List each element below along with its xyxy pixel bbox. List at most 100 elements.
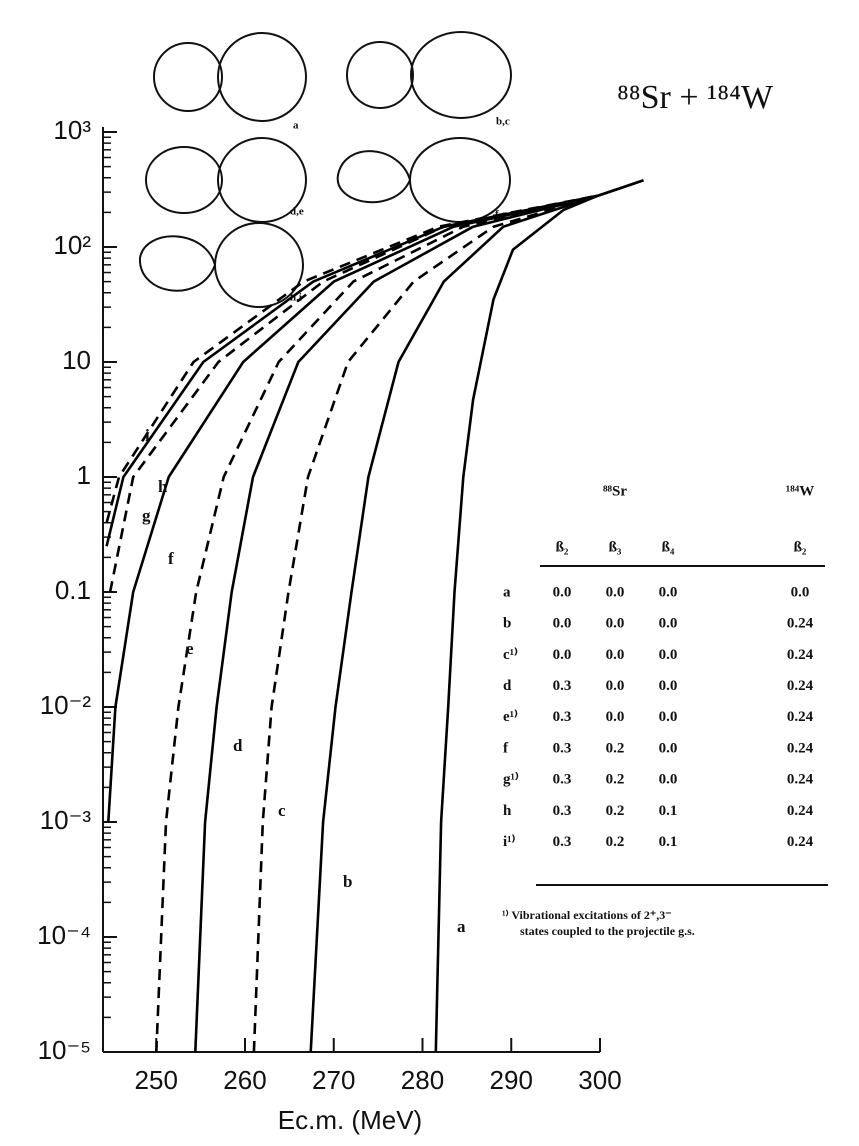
table-cell: 0.0 (659, 772, 678, 788)
nucleus (217, 32, 307, 122)
x-tick-label: 280 (401, 1065, 444, 1095)
table-cell: 0.24 (787, 678, 814, 694)
table-cell: 0.2 (606, 740, 625, 756)
table-cell: 0.24 (787, 616, 814, 632)
curve (309, 179, 644, 1053)
curve (194, 194, 599, 1053)
table-cell: 0.3 (553, 834, 572, 850)
footnote: ¹⁾ Vibrational excitations of 2⁺,3⁻ (502, 908, 672, 922)
footnote: states coupled to the projectile g.s. (520, 924, 695, 938)
y-tick-label: 1 (77, 460, 91, 490)
table-cell: 0.0 (606, 647, 625, 663)
curve-label: c (278, 801, 286, 820)
table-cell: 0.0 (553, 616, 572, 632)
curve-label: d (233, 736, 243, 755)
shape-diagrams: a b,c d,e f,g h,i (138, 31, 512, 308)
table-cell: 0.0 (659, 678, 678, 694)
table-cell: 0.1 (659, 834, 678, 850)
table-cell: 0.0 (606, 584, 625, 600)
table-cell: 0.0 (553, 584, 572, 600)
nucleus (153, 42, 223, 112)
curve (105, 194, 599, 547)
table-cell: 0.24 (787, 647, 814, 663)
table-cell: 0.0 (659, 740, 678, 756)
shape-label: a (293, 120, 299, 132)
curve-label: f (168, 549, 174, 568)
table-cell: 0.0 (791, 584, 810, 600)
x-axis-label: Ec.m. (MeV) (278, 1105, 422, 1135)
table-cell: 0.0 (659, 647, 678, 663)
table-header: ß₄ (662, 539, 675, 555)
y-tick-label: 10² (53, 230, 91, 260)
curve-label: h (158, 477, 168, 496)
table-cell: 0.3 (553, 772, 572, 788)
nucleus (145, 146, 223, 214)
table-cell: 0.3 (553, 803, 572, 819)
y-tick-label: 10³ (53, 115, 91, 145)
x-tick-label: 270 (312, 1065, 355, 1095)
table-row-label: h (503, 803, 512, 819)
table-cell: 0.24 (787, 803, 814, 819)
curve-label: e (186, 639, 194, 658)
table-group: ⁸⁸Sr (603, 483, 627, 499)
table-cell: 0.0 (659, 616, 678, 632)
table-cell: 0.3 (553, 709, 572, 725)
nucleus (336, 150, 412, 204)
curve-label: a (457, 917, 466, 936)
table-header: ß₂ (556, 539, 569, 555)
x-tick-label: 260 (223, 1065, 266, 1095)
table-cell: 0.0 (606, 616, 625, 632)
table-row-label: g¹⁾ (503, 772, 519, 788)
table-cell: 0.24 (787, 834, 814, 850)
chart-title: ⁸⁸Sr + ¹⁸⁴W (617, 79, 774, 116)
table-group: ¹⁸⁴W (786, 483, 815, 499)
curve-label: b (343, 872, 352, 891)
y-tick-label: 10⁻⁴ (37, 920, 91, 950)
table-cell: 0.3 (553, 678, 572, 694)
curve (105, 194, 599, 524)
x-tick-label: 250 (135, 1065, 178, 1095)
curve-label: g (142, 506, 151, 525)
table-cell: 0.0 (553, 647, 572, 663)
shape-label: b,c (496, 116, 510, 128)
table-cell: 0.2 (606, 772, 625, 788)
table-cell: 0.0 (606, 709, 625, 725)
table-cell: 0.0 (659, 709, 678, 725)
table-cell: 0.1 (659, 803, 678, 819)
curve (108, 194, 599, 593)
table-header: ß₃ (609, 539, 622, 555)
nucleus (217, 137, 307, 223)
curve (155, 194, 599, 1053)
shape-label: d,e (290, 206, 304, 218)
table-cell: 0.2 (606, 803, 625, 819)
y-tick-label: 10⁻³ (40, 805, 92, 835)
shape-label: h,i (290, 292, 302, 304)
table-row-label: c¹⁾ (503, 647, 518, 663)
x-tick-label: 290 (490, 1065, 533, 1095)
nucleus (410, 31, 512, 119)
table-row-label: b (503, 616, 511, 632)
table-row-label: f (503, 740, 509, 756)
nucleus (214, 222, 304, 308)
curve (107, 194, 599, 823)
table-cell: 0.0 (659, 584, 678, 600)
table-cell: 0.24 (787, 740, 814, 756)
table-row-label: i¹⁾ (503, 834, 516, 850)
table-cell: 0.24 (787, 709, 814, 725)
y-tick-label: 10⁻⁵ (38, 1035, 91, 1065)
table-header: ß₂ (794, 539, 807, 555)
table-cell: 0.24 (787, 772, 814, 788)
y-tick-label: 10⁻² (40, 690, 92, 720)
table-row-label: a (503, 584, 511, 600)
nucleus (346, 41, 414, 109)
table-cell: 0.0 (606, 678, 625, 694)
table-cell: 0.3 (553, 740, 572, 756)
curve (434, 179, 644, 1053)
x-tick-label: 300 (578, 1065, 621, 1095)
y-tick-label: 0.1 (55, 575, 91, 605)
curve-label: i (145, 426, 150, 445)
table-row-label: d (503, 678, 512, 694)
nucleus (138, 235, 217, 292)
curve (252, 194, 599, 1053)
